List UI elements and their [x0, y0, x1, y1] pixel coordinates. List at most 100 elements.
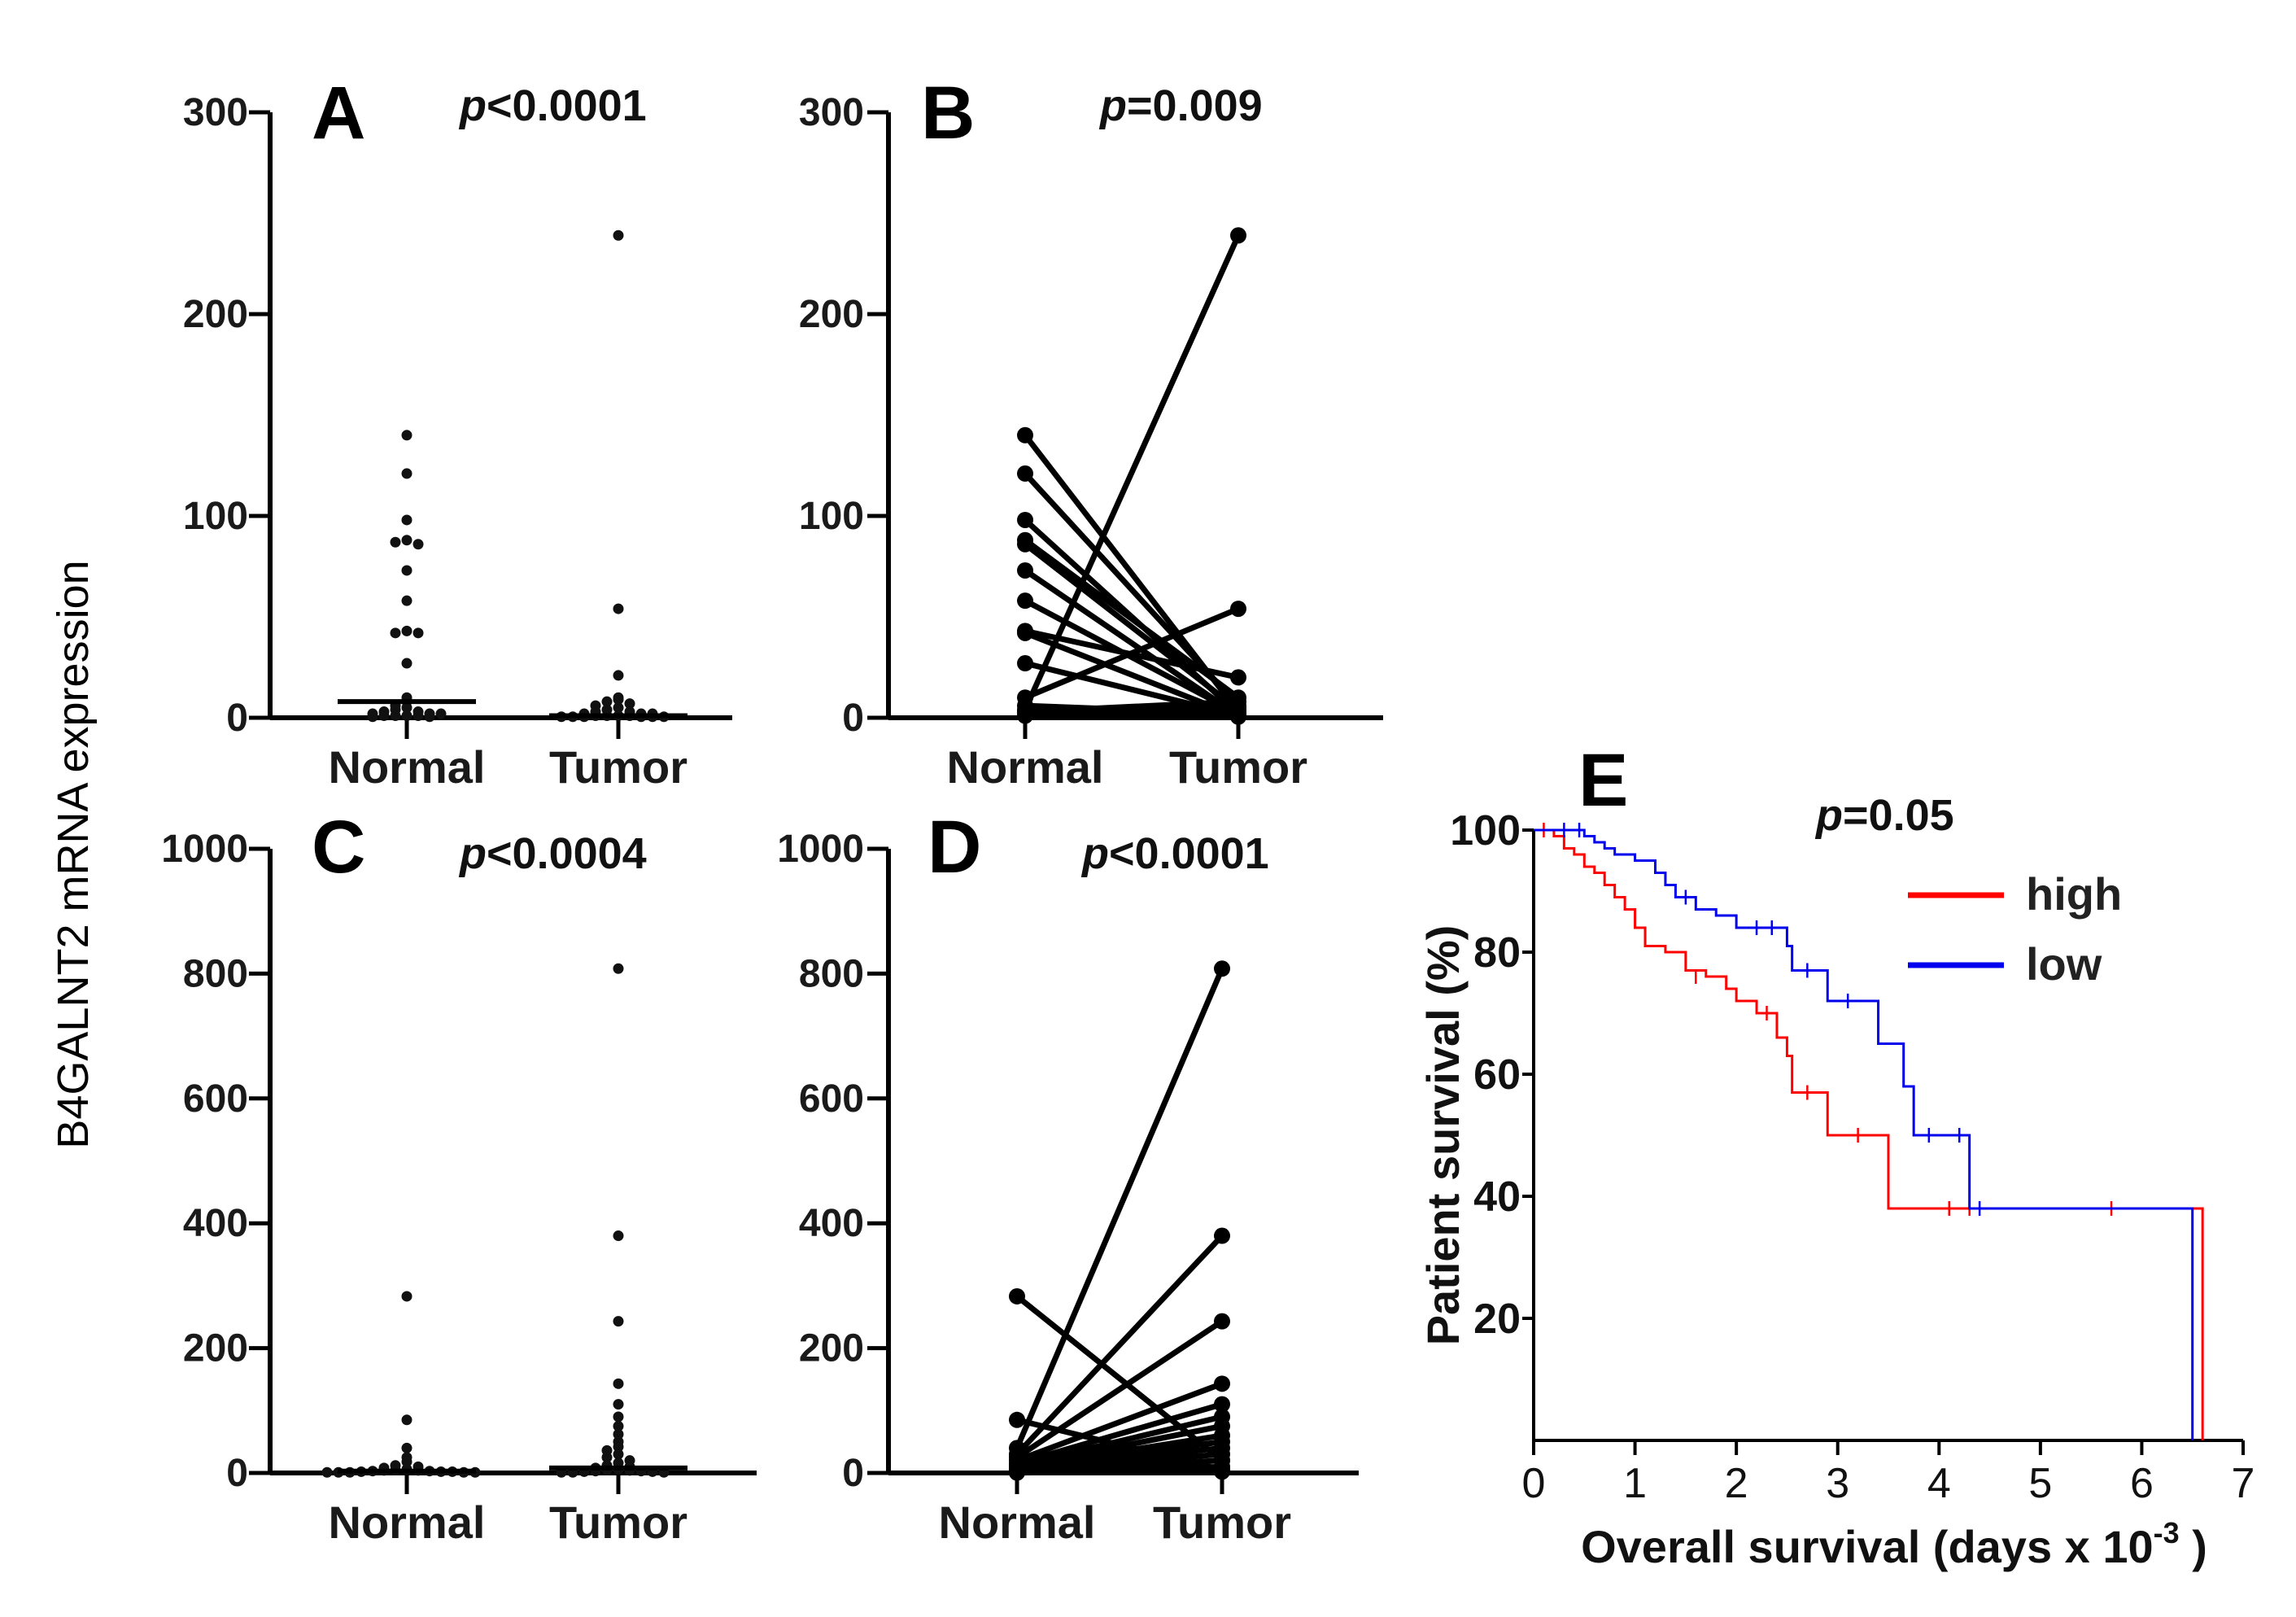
data-point	[613, 1441, 624, 1453]
pair-point-normal	[1017, 655, 1033, 672]
panel-label: E	[1578, 739, 1628, 822]
p-value-label: p=0.05	[1814, 791, 1954, 840]
y-tick-label: 60	[1473, 1051, 1521, 1099]
data-point	[401, 702, 412, 714]
y-tick-label: 200	[183, 293, 248, 336]
p-value-label: p<0.0004	[458, 829, 647, 878]
data-point	[401, 595, 412, 606]
data-point	[613, 1449, 624, 1460]
y-tick-label: 300	[183, 91, 248, 134]
pair-point-tumor	[1230, 669, 1246, 686]
data-point	[401, 468, 412, 479]
pair-point-normal	[1009, 1464, 1025, 1481]
x-tick-label: 4	[1927, 1460, 1951, 1507]
data-point	[401, 535, 412, 546]
pair-point-normal	[1017, 562, 1033, 579]
x-category-label: Tumor	[1169, 741, 1307, 793]
x-category-label: Normal	[329, 1497, 486, 1548]
p-value-label: p=0.009	[1098, 81, 1263, 130]
pair-line	[1016, 1401, 1223, 1466]
pair-line	[1014, 967, 1225, 1449]
data-point	[401, 710, 412, 722]
data-point	[401, 658, 412, 669]
data-point	[613, 229, 624, 241]
y-tick-label: 0	[226, 1452, 248, 1495]
data-point	[613, 1316, 624, 1327]
data-point	[401, 1291, 412, 1302]
pair-point-normal	[1009, 1411, 1025, 1428]
pair-point-normal	[1017, 707, 1033, 724]
data-point	[613, 1230, 624, 1242]
y-tick-label: 100	[183, 495, 248, 538]
data-point	[378, 710, 390, 722]
data-point	[601, 1452, 613, 1463]
y-tick-label: 800	[183, 952, 248, 995]
legend-label: high	[2026, 868, 2122, 920]
pair-point-normal	[1009, 1287, 1025, 1305]
data-point	[613, 694, 624, 706]
y-tick-label: 80	[1473, 929, 1521, 977]
data-point	[412, 710, 424, 722]
data-point	[613, 1411, 624, 1423]
y-tick-label: 0	[842, 1452, 864, 1495]
y-tick-label: 600	[799, 1077, 864, 1121]
x-category-label: Tumor	[549, 1497, 687, 1548]
paired-sample	[1009, 1463, 1230, 1481]
pair-point-tumor	[1214, 1375, 1230, 1392]
y-tick-label: 200	[183, 1327, 248, 1370]
data-point	[435, 708, 447, 719]
x-tick-label: 1	[1623, 1460, 1647, 1507]
pair-line	[1022, 234, 1242, 711]
data-point	[401, 430, 412, 441]
pair-line	[1023, 541, 1241, 712]
x-category-label: Normal	[947, 741, 1104, 793]
y-tick-label: 1000	[777, 828, 864, 871]
survival-line	[1534, 828, 2204, 1440]
p-value-label: p<0.0001	[1080, 829, 1269, 878]
x-category-label: Normal	[939, 1497, 1096, 1548]
panel-label: D	[928, 806, 981, 889]
y-tick-label: 200	[799, 1327, 864, 1370]
y-tick-label: 0	[842, 697, 864, 740]
pair-point-normal	[1017, 465, 1033, 482]
x-tick-label: 2	[1725, 1460, 1748, 1507]
panel-label: A	[312, 72, 365, 155]
x-tick-label: 6	[2130, 1460, 2154, 1507]
pair-line	[1024, 710, 1239, 719]
data-point	[613, 702, 624, 714]
pair-point-tumor	[1214, 1396, 1230, 1413]
y-tick-label: 600	[183, 1077, 248, 1121]
panel-c-chart: 0 200 400 600 800 1000 Normal Tumor C p<0.0004	[161, 806, 757, 1548]
pair-point-tumor	[1230, 706, 1246, 723]
survival-line	[1534, 828, 2194, 1440]
x-tick-label: 3	[1826, 1460, 1849, 1507]
pair-line	[1015, 1318, 1224, 1460]
pair-point-tumor	[1230, 601, 1246, 618]
pair-line	[1015, 1234, 1224, 1457]
y-tick-label: 400	[799, 1202, 864, 1245]
data-point	[401, 1414, 412, 1426]
data-point	[624, 698, 635, 710]
panel-label: C	[312, 806, 365, 889]
data-point	[613, 603, 624, 614]
pair-line	[1024, 568, 1240, 719]
data-point	[412, 627, 424, 639]
data-point	[613, 1399, 624, 1410]
y-axis-title: Patient survival (%)	[1417, 925, 1469, 1346]
panel-e-chart: 0 1 2 3 4 5 6 7 20 40 60 80 100 Patient survival (%) O…	[1417, 739, 2255, 1572]
pair-point-normal	[1017, 535, 1033, 553]
legend-item-high: high	[1908, 868, 2122, 920]
data-point	[401, 565, 412, 576]
p-value-label: p<0.0001	[458, 81, 647, 130]
panel-d-chart: 0 200 400 600 800 1000 Normal Tumor D p<0.0001	[777, 806, 1359, 1548]
data-point	[601, 696, 613, 707]
pair-line	[1024, 605, 1240, 701]
data-point	[367, 711, 378, 723]
panel-a-chart: 0 100 200 300 Normal Tumor A p<0.0001	[183, 72, 732, 793]
y-tick-label: 20	[1473, 1296, 1521, 1343]
pair-point-tumor	[1230, 227, 1246, 244]
pair-line	[1024, 598, 1240, 717]
y-tick-label: 200	[799, 293, 864, 336]
data-point	[613, 963, 624, 974]
pair-line	[1015, 1381, 1224, 1463]
